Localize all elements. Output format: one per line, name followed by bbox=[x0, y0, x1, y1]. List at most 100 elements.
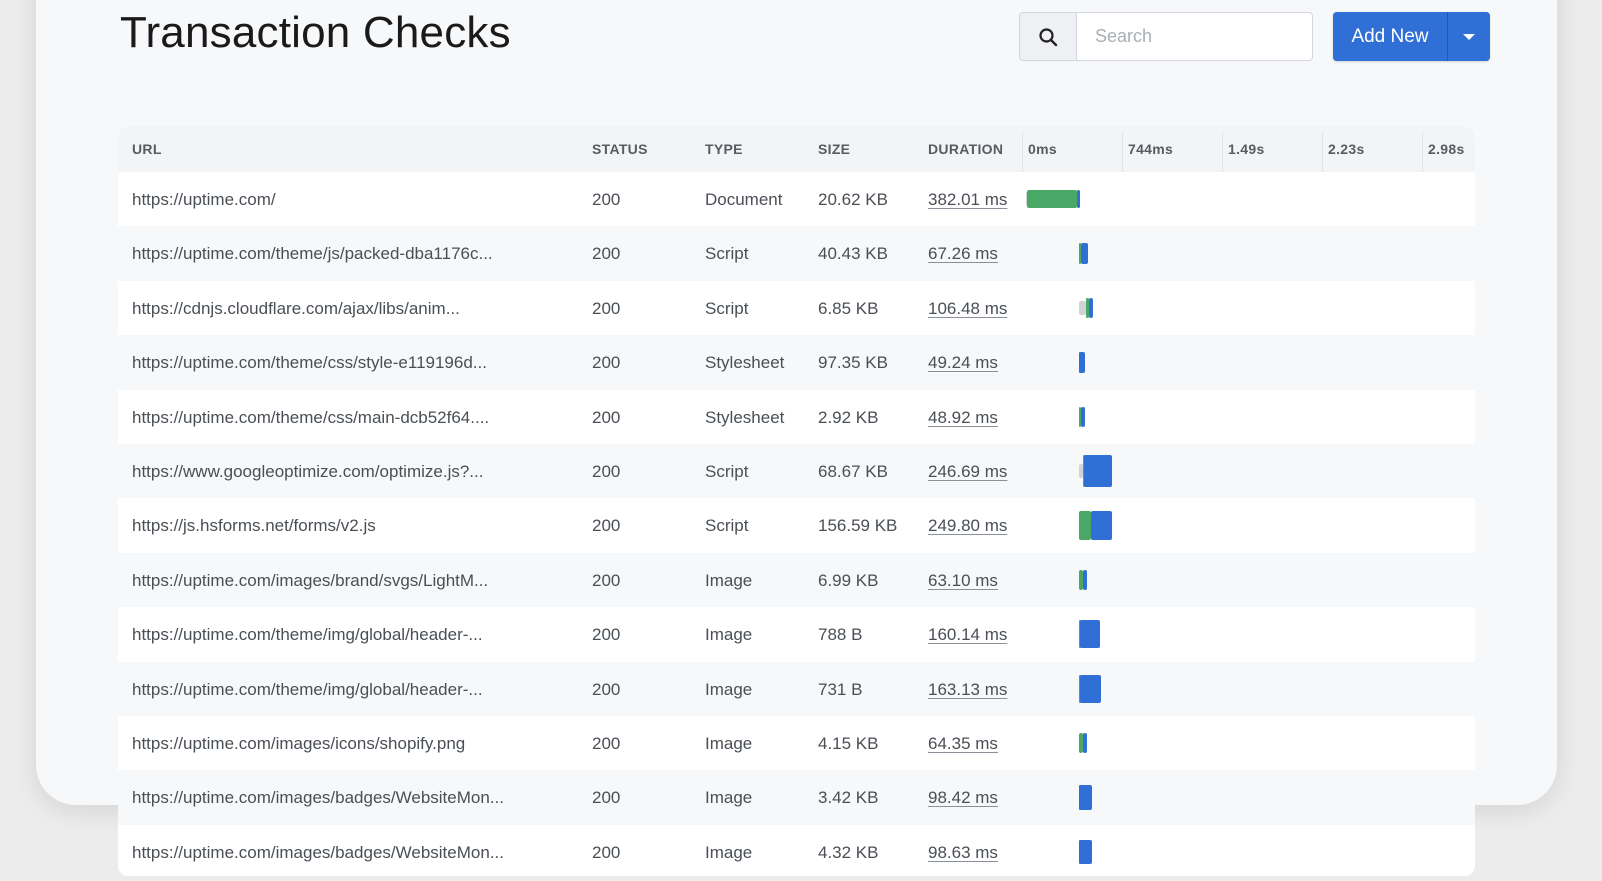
column-header-status[interactable]: STATUS bbox=[592, 141, 648, 157]
row-status: 200 bbox=[592, 842, 621, 862]
row-status: 200 bbox=[592, 570, 621, 590]
row-duration[interactable]: 98.42 ms bbox=[928, 788, 998, 808]
row-url[interactable]: https://cdnjs.cloudflare.com/ajax/libs/a… bbox=[132, 298, 460, 318]
row-type: Document bbox=[705, 190, 783, 209]
transactions-table: URL STATUS TYPE SIZE DURATION 0ms 744ms 1.… bbox=[118, 126, 1475, 876]
waterfall-receive-segment bbox=[1080, 242, 1088, 265]
waterfall-bar[interactable] bbox=[1026, 662, 1475, 716]
row-url[interactable]: https://uptime.com/theme/css/style-e1191… bbox=[132, 353, 487, 373]
waterfall-bar[interactable] bbox=[1026, 553, 1475, 607]
table-row[interactable]: https://js.hsforms.net/forms/v2.js 200 Scr… bbox=[118, 498, 1475, 552]
row-duration[interactable]: 67.26 ms bbox=[928, 244, 998, 264]
table-row[interactable]: https://uptime.com/images/brand/svgs/Lig… bbox=[118, 552, 1475, 608]
column-header-duration[interactable]: DURATION bbox=[928, 141, 1004, 157]
table-row[interactable]: https://uptime.com/images/icons/shopify.… bbox=[118, 716, 1475, 770]
table-row[interactable]: https://uptime.com/theme/css/main-dcb52f… bbox=[118, 390, 1475, 444]
timeline-tick-separator bbox=[1022, 132, 1023, 172]
row-duration[interactable]: 49.24 ms bbox=[928, 353, 998, 373]
waterfall-bar[interactable] bbox=[1026, 716, 1475, 770]
row-size: 40.43 KB bbox=[818, 244, 888, 264]
row-url[interactable]: https://uptime.com/images/badges/Website… bbox=[132, 842, 504, 862]
timeline-tick-label: 2.98s bbox=[1428, 141, 1465, 157]
waterfall-bar[interactable] bbox=[1026, 607, 1475, 661]
waterfall-bar[interactable] bbox=[1026, 770, 1475, 824]
row-status: 200 bbox=[592, 733, 621, 753]
waterfall-wait-segment bbox=[1027, 190, 1078, 209]
add-new-button[interactable]: Add New bbox=[1333, 12, 1447, 61]
row-type: Image bbox=[705, 842, 753, 862]
row-duration[interactable]: 382.01 ms bbox=[928, 190, 1008, 209]
row-type: Image bbox=[705, 570, 753, 590]
row-type: Script bbox=[705, 461, 749, 481]
row-duration[interactable]: 64.35 ms bbox=[928, 733, 998, 753]
row-url[interactable]: https://uptime.com/ bbox=[132, 190, 276, 209]
waterfall-blocked-segment bbox=[1078, 300, 1087, 315]
row-status: 200 bbox=[592, 788, 621, 808]
table-row[interactable]: https://uptime.com/images/badges/Website… bbox=[118, 825, 1475, 876]
add-new-button-group: Add New bbox=[1333, 12, 1490, 61]
waterfall-bar[interactable] bbox=[1026, 390, 1475, 444]
table-row[interactable]: https://uptime.com/theme/css/style-e1191… bbox=[118, 335, 1475, 390]
search-button[interactable] bbox=[1019, 12, 1077, 61]
waterfall-receive-segment bbox=[1082, 732, 1088, 754]
row-size: 6.99 KB bbox=[818, 570, 879, 590]
table-row[interactable]: https://www.googleoptimize.com/optimize.… bbox=[118, 443, 1475, 499]
row-status: 200 bbox=[592, 625, 621, 645]
row-duration[interactable]: 106.48 ms bbox=[928, 298, 1008, 318]
column-header-type[interactable]: TYPE bbox=[705, 141, 743, 157]
row-duration[interactable]: 246.69 ms bbox=[928, 461, 1008, 481]
search-input[interactable] bbox=[1077, 12, 1313, 61]
row-url[interactable]: https://uptime.com/images/brand/svgs/Lig… bbox=[132, 570, 489, 590]
row-url[interactable]: https://www.googleoptimize.com/optimize.… bbox=[132, 461, 484, 481]
row-size: 2.92 KB bbox=[818, 407, 879, 427]
search-box bbox=[1019, 12, 1313, 61]
row-status: 200 bbox=[592, 190, 621, 209]
row-duration[interactable]: 249.80 ms bbox=[928, 516, 1008, 536]
waterfall-bar[interactable] bbox=[1026, 444, 1475, 498]
waterfall-bar[interactable] bbox=[1026, 498, 1475, 552]
caret-down-icon bbox=[1463, 33, 1475, 40]
row-url[interactable]: https://uptime.com/theme/css/main-dcb52f… bbox=[132, 407, 490, 427]
row-url[interactable]: https://js.hsforms.net/forms/v2.js bbox=[132, 516, 376, 536]
table-row[interactable]: https://uptime.com/theme/img/global/head… bbox=[118, 607, 1475, 661]
waterfall-wait-segment bbox=[1078, 732, 1083, 754]
row-size: 4.32 KB bbox=[818, 842, 879, 862]
row-url[interactable]: https://uptime.com/theme/img/global/head… bbox=[132, 679, 483, 699]
row-type: Image bbox=[705, 788, 753, 808]
table-row[interactable]: https://uptime.com/theme/js/packed-dba11… bbox=[118, 226, 1475, 281]
row-type: Script bbox=[705, 516, 749, 536]
row-url[interactable]: https://uptime.com/theme/img/global/head… bbox=[132, 625, 483, 645]
row-url[interactable]: https://uptime.com/images/icons/shopify.… bbox=[132, 733, 466, 753]
row-size: 3.42 KB bbox=[818, 788, 879, 808]
waterfall-bar[interactable] bbox=[1026, 226, 1475, 280]
waterfall-receive-segment bbox=[1079, 674, 1101, 703]
row-size: 156.59 KB bbox=[818, 516, 898, 536]
row-url[interactable]: https://uptime.com/images/badges/Website… bbox=[132, 788, 504, 808]
waterfall-bar[interactable] bbox=[1026, 172, 1475, 226]
row-duration[interactable]: 48.92 ms bbox=[928, 407, 998, 427]
add-new-dropdown-toggle[interactable] bbox=[1447, 12, 1490, 61]
row-duration[interactable]: 163.13 ms bbox=[928, 679, 1008, 699]
row-duration[interactable]: 160.14 ms bbox=[928, 625, 1008, 645]
table-row[interactable]: https://cdnjs.cloudflare.com/ajax/libs/a… bbox=[118, 281, 1475, 335]
table-row[interactable]: https://uptime.com/images/badges/Website… bbox=[118, 770, 1475, 825]
table-row[interactable]: https://uptime.com/200 Document 20.62 KB 38… bbox=[118, 172, 1475, 226]
waterfall-bar[interactable] bbox=[1026, 335, 1475, 389]
waterfall-bar[interactable] bbox=[1026, 281, 1475, 335]
row-duration[interactable]: 63.10 ms bbox=[928, 570, 998, 590]
row-status: 200 bbox=[592, 244, 621, 264]
row-status: 200 bbox=[592, 516, 621, 536]
row-type: Stylesheet bbox=[705, 407, 785, 427]
row-url[interactable]: https://uptime.com/theme/js/packed-dba11… bbox=[132, 244, 493, 264]
table-body: https://uptime.com/200 Document 20.62 KB 38… bbox=[118, 172, 1475, 876]
row-duration[interactable]: 98.63 ms bbox=[928, 842, 998, 862]
column-header-size[interactable]: SIZE bbox=[818, 141, 851, 157]
waterfall-receive-segment bbox=[1079, 351, 1086, 373]
waterfall-bar[interactable] bbox=[1026, 825, 1475, 876]
waterfall-receive-segment bbox=[1079, 620, 1101, 649]
column-header-url[interactable]: URL bbox=[132, 141, 162, 157]
waterfall-receive-segment bbox=[1077, 190, 1080, 209]
table-row[interactable]: https://uptime.com/theme/img/global/head… bbox=[118, 661, 1475, 716]
row-type: Image bbox=[705, 625, 753, 645]
row-status: 200 bbox=[592, 353, 621, 373]
